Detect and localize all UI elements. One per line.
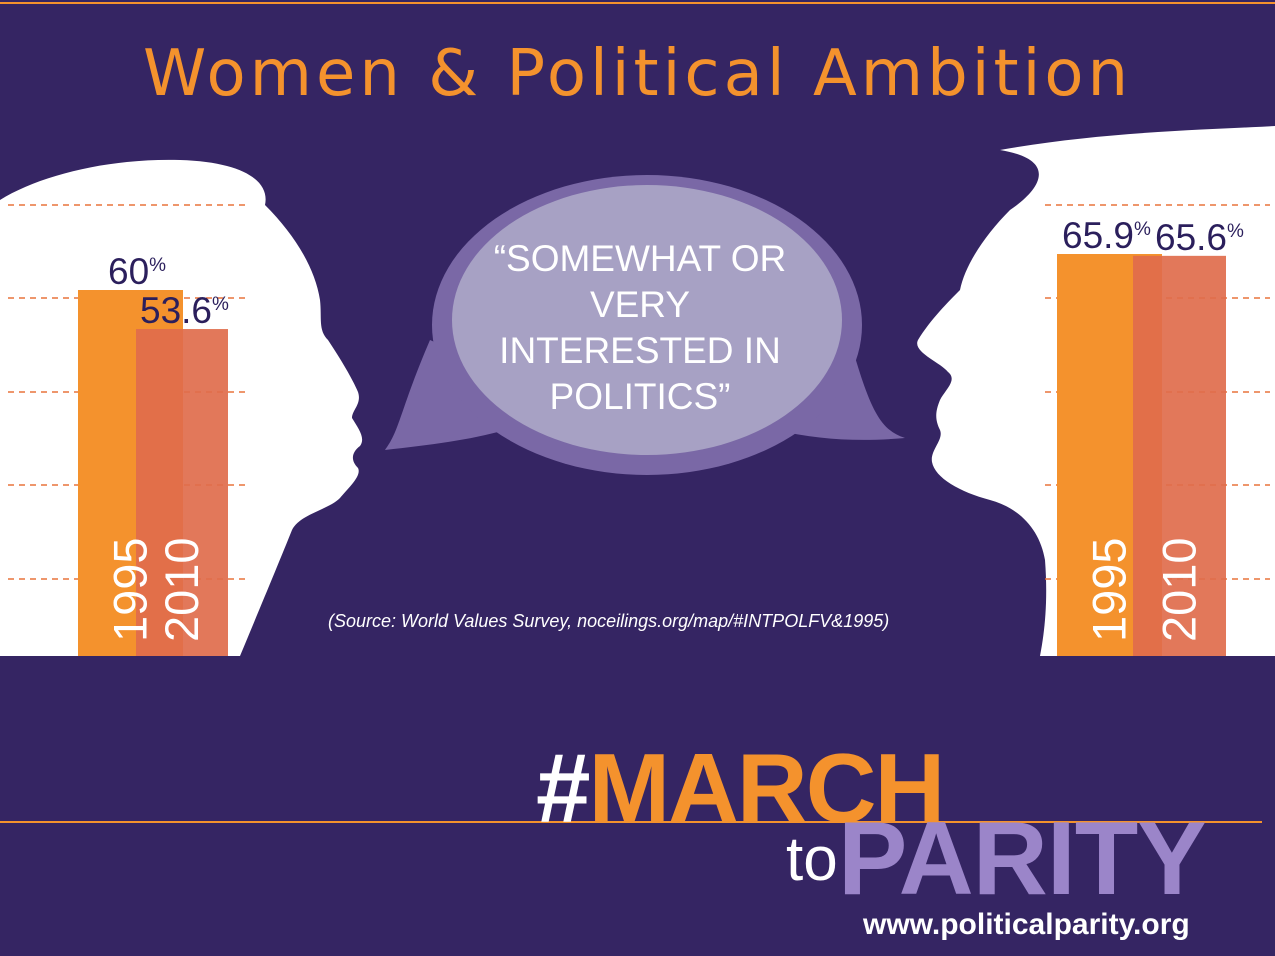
data-label-men-2010: 65.6% — [1155, 217, 1244, 258]
march-word: MARCH — [588, 733, 946, 843]
year-label-women-1995: 1995 — [104, 537, 157, 642]
men-chart: 65.9% 65.6% 1995 2010 — [1057, 215, 1244, 656]
bar-women-2010 — [136, 329, 228, 656]
year-label-women-2010: 2010 — [155, 537, 208, 642]
year-label-men-1995: 1995 — [1083, 537, 1136, 642]
data-label-women-2010: 53.6% — [140, 290, 229, 331]
parity-word: PARITY — [838, 801, 1207, 917]
year-label-men-2010: 2010 — [1153, 537, 1206, 642]
source-citation: (Source: World Values Survey, noceilings… — [328, 611, 890, 631]
page-title: Women & Political Ambition — [142, 37, 1133, 111]
bar-men-2010 — [1133, 255, 1226, 656]
data-label-women-1995: 60% — [108, 251, 166, 292]
women-chart: 60% 53.6% 1995 2010 — [78, 251, 229, 656]
website-url[interactable]: www.politicalparity.org — [863, 908, 1190, 941]
speech-bubble-quote: “SOMEWHAT OR VERY INTERESTED IN POLITICS… — [493, 238, 787, 417]
hash-symbol: # — [536, 733, 590, 843]
speech-bubble — [385, 175, 905, 475]
to-word: to — [786, 825, 838, 894]
data-label-men-1995: 65.9% — [1062, 215, 1151, 256]
campaign-hashtag: #MARCH — [536, 733, 946, 843]
